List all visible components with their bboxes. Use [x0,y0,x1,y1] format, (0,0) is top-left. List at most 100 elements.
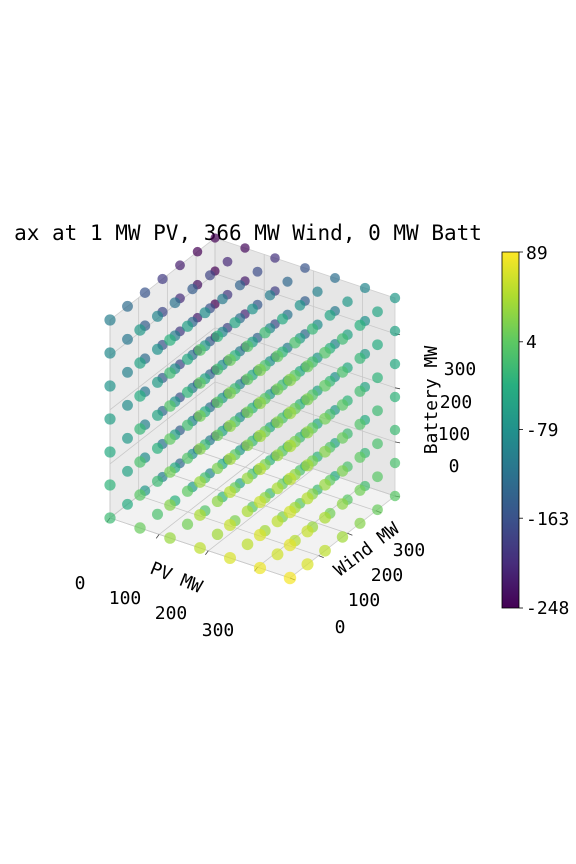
colorbar-tick-label: -163 [526,509,569,530]
scatter-point [241,472,254,485]
scatter-point [283,538,297,552]
scatter-point [283,472,297,486]
scatter-point [372,471,383,483]
y-tick-label: 200 [371,565,404,586]
scatter-point [241,538,254,551]
scatter-point [336,498,349,510]
scatter-point [253,528,267,542]
scatter-point [164,433,176,445]
scatter-point [336,531,349,543]
scatter-point [122,333,133,345]
scatter-point [319,445,331,458]
scatter-point [271,548,284,561]
scatter-point [319,511,331,524]
scatter-point [283,439,297,453]
scatter-point [336,399,349,411]
scatter-point [194,344,206,356]
scatter-point [211,462,224,475]
colorbar-ticks [519,251,523,609]
scatter-point [199,307,211,319]
scatter-point [389,391,401,403]
scatter-point [389,490,401,502]
scatter-point [104,314,116,326]
scatter-point [164,400,176,412]
scatter-point [181,518,194,530]
colorbar-tick-label: -79 [526,420,559,441]
scatter-point [181,353,194,365]
scatter-point [104,413,116,425]
scatter-point [241,406,254,419]
scatter-point [389,325,401,337]
scatter-point [224,354,236,366]
scatter-point [372,372,383,384]
scatter-point [157,273,168,285]
scatter-point [229,317,241,329]
scatter-point [342,296,353,307]
x-tick-label: 100 [109,588,142,609]
scatter-point [270,253,280,263]
scatter-point [181,485,194,497]
scatter-point [253,396,267,410]
scatter-point [181,386,194,398]
scatter-point [324,309,336,321]
scatter-point [330,273,340,283]
scatter-point [372,504,383,516]
scatter-point [181,419,194,431]
scatter-point [253,561,267,575]
scatter-point [217,293,228,305]
scatter-point [359,282,371,294]
scatter-point [301,360,314,373]
scatter-point [319,544,331,557]
colorbar-gradient [501,251,520,609]
scatter-point [253,363,267,377]
scatter-point [300,263,310,273]
scatter-point [139,287,151,298]
scatter-point [312,286,323,297]
scatter-point [336,432,349,444]
scatter-point [187,283,198,295]
scatter-point [240,243,250,253]
scatter-point [319,379,331,392]
x-tick-mark [205,550,209,556]
scatter-point [224,420,236,432]
x-tick-label: 200 [155,603,188,624]
scatter-point [211,330,224,343]
scatter-point [271,416,284,429]
z-tick-label: 300 [444,359,477,380]
scatter-point [104,512,116,524]
scatter-point [194,443,206,455]
scatter-point [319,478,331,491]
scatter-point [283,373,297,387]
scatter-point [104,479,116,491]
scatter-point [253,495,267,509]
scatter-point [194,377,206,389]
scatter-points [104,233,401,585]
scatter-point [241,340,254,353]
scatter-point [224,552,236,564]
scatter-point [354,418,366,430]
x-tick-mark [155,534,160,539]
scatter-point [134,522,146,534]
scatter-point [194,542,206,554]
scatter-point [319,412,331,425]
z-axis-label: Battery MW [421,346,442,455]
scatter-point [151,310,164,322]
scatter-point [222,256,233,267]
y-tick-label: 300 [393,540,426,561]
scatter-point [210,233,220,243]
chart-title: ax at 1 MW PV, 366 MW Wind, 0 MW Batt [14,221,482,245]
scatter-point [354,352,366,364]
scatter-point [134,423,146,435]
scatter-point [224,453,236,465]
scatter-point [151,442,164,454]
scatter-point [192,246,203,257]
x-tick-label: 0 [75,573,86,594]
scatter-point [282,276,293,287]
scatter-point [164,499,176,511]
scatter-point [122,366,133,378]
scatter-point [277,313,288,325]
scatter-point [134,390,146,402]
scatter-point [247,303,258,315]
scatter-point [354,319,366,331]
scatter-point [104,446,116,458]
